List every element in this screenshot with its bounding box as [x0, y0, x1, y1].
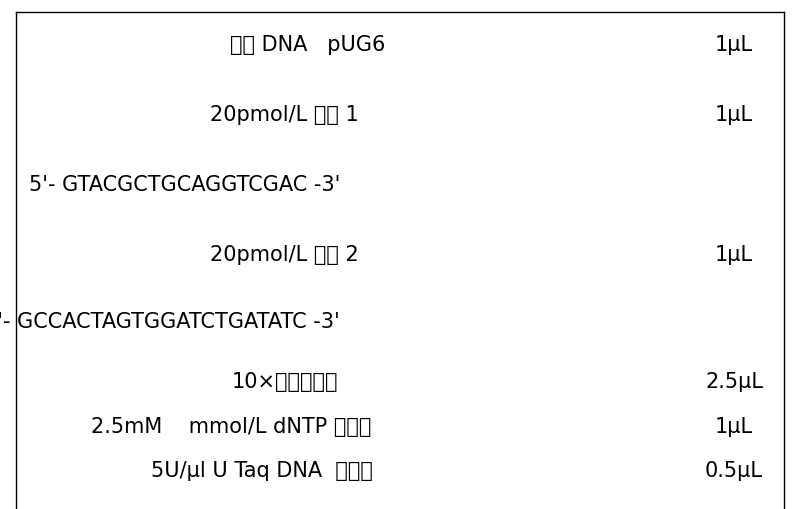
Text: 5U/μl U Taq DNA  聚合酶: 5U/μl U Taq DNA 聚合酶 [151, 460, 373, 480]
Text: 1μL: 1μL [715, 416, 753, 437]
Text: 20pmol/L 引物 2: 20pmol/L 引物 2 [210, 244, 359, 265]
Text: 1μL: 1μL [715, 244, 753, 265]
Text: 1μL: 1μL [715, 105, 753, 125]
Text: 2.5μL: 2.5μL [705, 372, 763, 392]
Text: 模板 DNA   pUG6: 模板 DNA pUG6 [230, 35, 386, 55]
Text: 10×扩增缓冲液: 10×扩增缓冲液 [231, 372, 338, 392]
Text: 5'- GCCACTAGTGGATCTGATATC -3': 5'- GCCACTAGTGGATCTGATATC -3' [0, 312, 340, 332]
Text: 2.5mM    mmol/L dNTP 混合液: 2.5mM mmol/L dNTP 混合液 [91, 416, 371, 437]
Text: 20pmol/L 引物 1: 20pmol/L 引物 1 [210, 105, 359, 125]
Text: 5'- GTACGCTGCAGGTCGAC -3': 5'- GTACGCTGCAGGTCGAC -3' [30, 175, 341, 194]
Text: 0.5μL: 0.5μL [705, 460, 763, 480]
Text: 1μL: 1μL [715, 35, 753, 55]
